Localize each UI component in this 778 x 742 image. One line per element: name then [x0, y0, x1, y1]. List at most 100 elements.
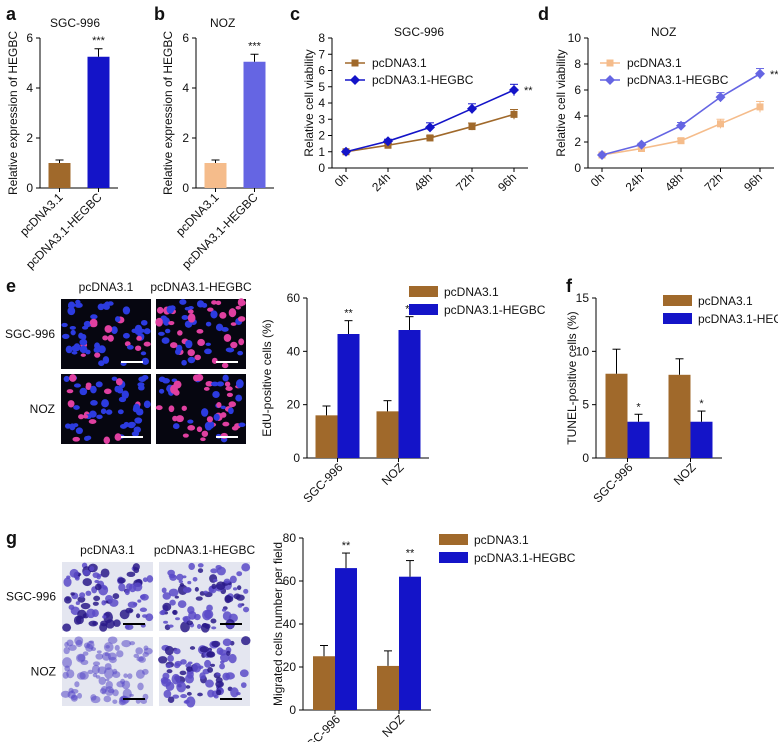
e-significance: **: [344, 308, 353, 320]
e-y-tick-label: 40: [287, 344, 301, 358]
g-cell: [91, 696, 101, 703]
e-cell: [204, 387, 210, 391]
g-cell: [206, 651, 214, 657]
g-cell: [212, 584, 217, 589]
g-cell: [71, 689, 78, 694]
a-y-tick-label: 4: [26, 81, 33, 95]
c-x-tick-label: 0h: [332, 170, 351, 189]
d-legend-label: pcDNA3.1-HEGBC: [627, 73, 729, 87]
g-cell: [168, 625, 173, 628]
c-legend-marker: [352, 60, 359, 67]
c-data-point: [467, 104, 477, 114]
e-cell: [238, 298, 245, 306]
e-cell: [89, 419, 97, 424]
g-cell: [70, 592, 75, 595]
e-cell: [236, 379, 244, 388]
g-y-tick-label: 0: [289, 703, 296, 717]
f-bar: [628, 422, 650, 458]
e-cell: [73, 423, 78, 427]
b-y-label: Relative expression of HEGBC: [161, 31, 175, 195]
g-legend-label: pcDNA3.1-HEGBC: [474, 551, 576, 565]
g-legend-label: pcDNA3.1: [474, 533, 529, 547]
e-cell: [188, 313, 196, 322]
c-data-point: [427, 134, 434, 141]
g-cell: [133, 567, 139, 573]
g-cell: [223, 639, 232, 647]
d-significance: **: [770, 69, 778, 81]
e-cell: [193, 374, 199, 381]
g-cell: [175, 661, 182, 667]
e-cell: [108, 335, 114, 342]
e-cell: [102, 335, 108, 340]
g-cell: [211, 626, 216, 629]
b-y-tick-label: 4: [182, 81, 189, 95]
e-cell: [204, 349, 212, 355]
e-cell: [134, 417, 142, 423]
e-cell: [67, 307, 75, 315]
g-cell: [83, 570, 90, 576]
c-y-tick-label: 4: [318, 96, 325, 110]
g-bar: [377, 666, 399, 710]
g-y-tick-label: 80: [283, 531, 297, 545]
g-cell: [76, 601, 80, 605]
c-legend-label: pcDNA3.1-HEGBC: [372, 73, 474, 87]
g-legend-swatch: [439, 552, 468, 563]
g-cell: [68, 644, 77, 650]
e-legend-swatch: [409, 286, 438, 297]
g-cell: [93, 673, 97, 677]
e-cell: [212, 391, 219, 398]
e-cell: [221, 412, 227, 418]
g-cell: [185, 700, 190, 704]
e-cell: [127, 345, 134, 350]
g-cell: [226, 651, 230, 656]
g-cell: [204, 591, 208, 594]
d-y-label: Relative cell viability: [554, 49, 568, 156]
g-cell: [187, 606, 194, 614]
d-x-tick-label: 0h: [588, 170, 607, 189]
e-cell: [80, 346, 88, 353]
c-legend-marker: [350, 75, 360, 85]
g-cell: [147, 575, 154, 582]
b-significance: ***: [248, 40, 262, 52]
g-image-column-label: pcDNA3.1: [80, 543, 135, 557]
e-image-column-label: pcDNA3.1: [79, 280, 134, 294]
b-title: NOZ: [210, 16, 235, 30]
g-cell: [237, 585, 241, 590]
e-cell: [238, 316, 245, 322]
e-cell: [225, 382, 230, 387]
e-cell: [222, 375, 228, 382]
e-cell: [94, 353, 100, 358]
g-cell: [129, 641, 135, 645]
g-image-row-label: NOZ: [31, 665, 56, 679]
e-cell: [235, 395, 242, 402]
d-data-point: [717, 120, 724, 127]
g-cell: [77, 610, 86, 619]
e-cell: [90, 386, 97, 394]
c-panel-letter: c: [290, 4, 300, 24]
c-y-tick-label: 3: [318, 112, 325, 126]
e-cell: [187, 425, 195, 431]
e-cell: [211, 300, 217, 304]
g-legend-swatch: [439, 534, 468, 545]
e-cell: [78, 333, 83, 339]
e-cell: [196, 329, 203, 334]
e-cell: [104, 301, 110, 307]
g-cell: [69, 605, 75, 610]
e-cell: [94, 347, 101, 353]
g-y-tick-label: 20: [283, 660, 297, 674]
g-cell: [195, 587, 199, 592]
g-cell: [222, 609, 226, 612]
e-cell: [197, 300, 204, 307]
g-cell: [233, 587, 237, 590]
g-cell: [127, 673, 132, 679]
f-y-tick-label: 15: [576, 291, 590, 305]
g-cell: [77, 693, 82, 699]
e-cell: [202, 431, 208, 437]
g-cell: [133, 582, 142, 591]
e-image-column-label: pcDNA3.1-HEGBC: [150, 280, 252, 294]
e-cell: [123, 306, 130, 314]
e-cell: [67, 389, 74, 393]
e-cell: [211, 382, 219, 387]
e-cell: [227, 393, 233, 397]
e-cell: [179, 299, 186, 305]
